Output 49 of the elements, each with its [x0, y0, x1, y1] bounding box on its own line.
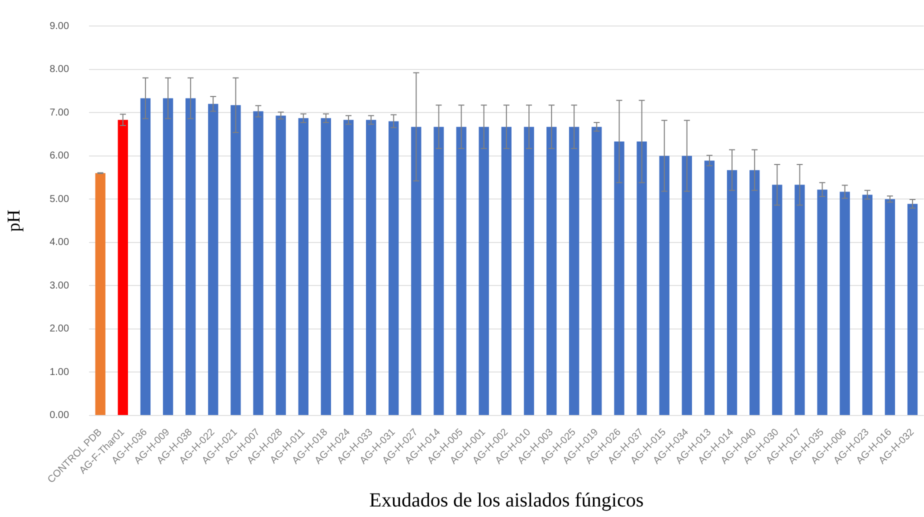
bar [434, 126, 444, 415]
bar [569, 126, 580, 415]
bar [276, 116, 286, 415]
bar [478, 126, 489, 415]
bar [636, 142, 647, 415]
bar [298, 118, 308, 415]
bar [884, 199, 896, 415]
bar [366, 120, 376, 415]
y-tick-label: 5.00 [50, 194, 70, 205]
y-tick-label: 6.00 [50, 150, 70, 162]
bar [140, 98, 151, 415]
bar [659, 156, 670, 415]
bar [118, 120, 128, 415]
y-tick-label: 8.00 [50, 64, 70, 76]
bar [253, 111, 264, 415]
bar [794, 184, 805, 415]
bar [592, 126, 602, 415]
bar [614, 142, 624, 415]
bar [186, 98, 196, 415]
bar [320, 118, 332, 415]
bar [546, 126, 557, 415]
bar [726, 170, 738, 415]
bar [456, 126, 466, 415]
bar [817, 190, 828, 415]
bar [411, 126, 422, 415]
bar [208, 104, 218, 415]
bar [162, 98, 174, 415]
bar [501, 126, 512, 415]
y-tick-label: 7.00 [50, 107, 70, 118]
y-tick-label: 4.00 [50, 237, 70, 248]
bar [840, 192, 850, 415]
bar [388, 121, 399, 415]
bar [524, 126, 534, 415]
bar [862, 194, 872, 415]
bar [750, 170, 760, 415]
y-tick-label: 2.00 [50, 324, 70, 335]
y-tick-label: 3.00 [50, 280, 70, 292]
bar [772, 184, 782, 415]
y-tick-label: 1.00 [50, 366, 70, 378]
bar [343, 120, 354, 415]
x-axis-title: Exudados de los aislados fúngicos [369, 489, 644, 512]
y-tick-label: 0.00 [50, 410, 70, 422]
bar [907, 204, 918, 415]
bar [704, 160, 715, 415]
bar [682, 156, 692, 415]
bar [95, 173, 106, 415]
y-tick-label: 9.00 [50, 20, 70, 32]
bar [230, 105, 241, 415]
y-axis-title: pH [4, 210, 24, 232]
